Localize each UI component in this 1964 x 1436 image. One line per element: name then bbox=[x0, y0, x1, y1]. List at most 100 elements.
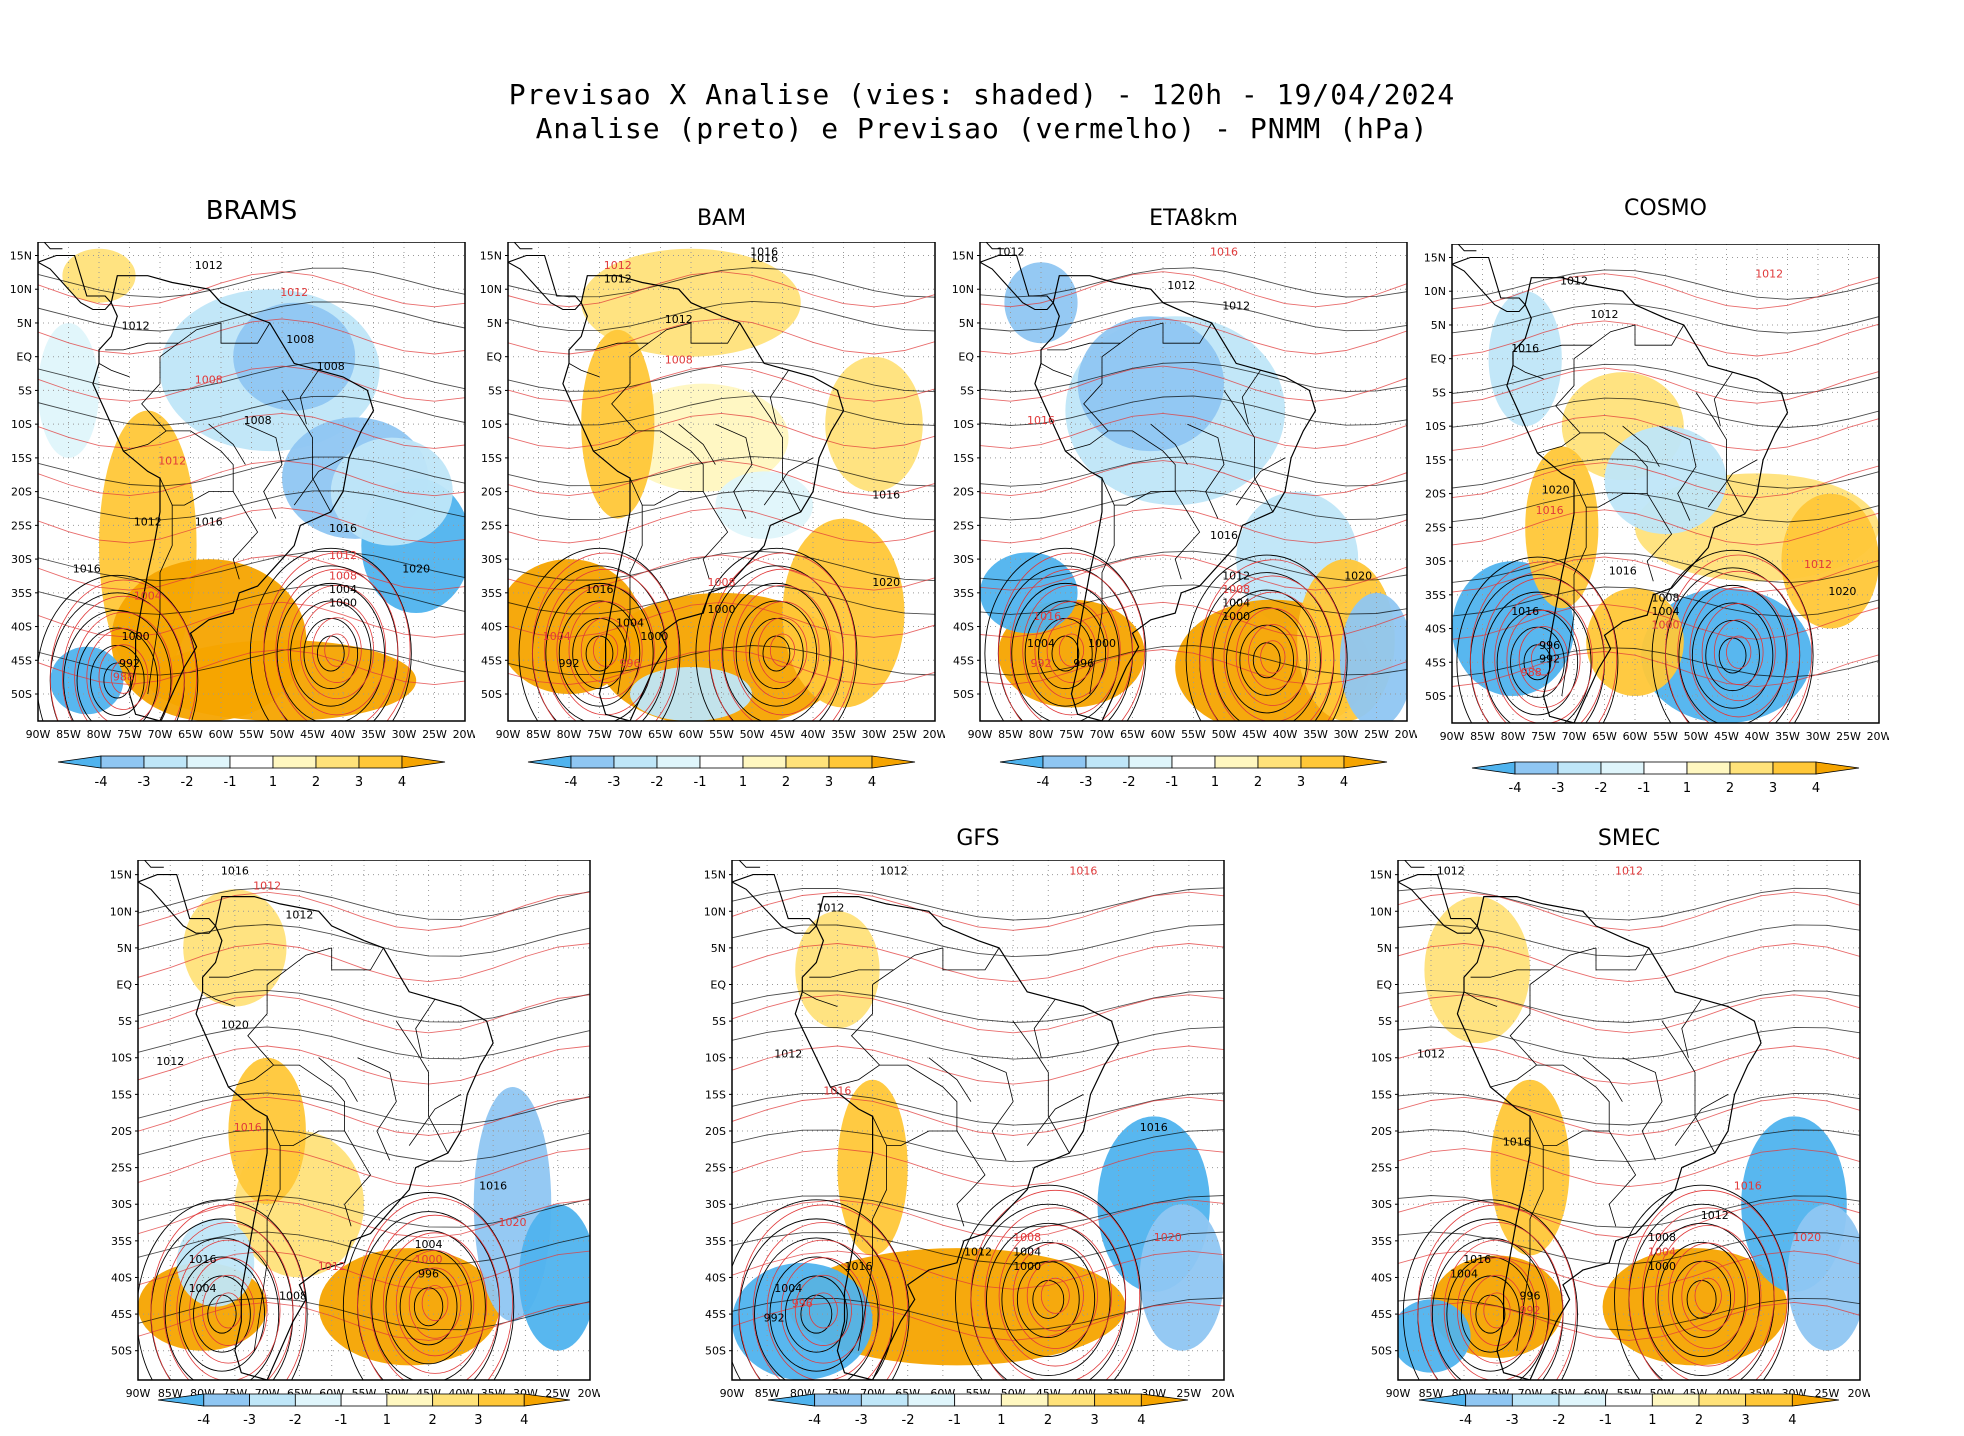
lon-tick-label: 90W bbox=[496, 728, 521, 741]
lat-tick-label: 5N bbox=[1377, 942, 1392, 955]
lon-tick-label: 40W bbox=[1273, 728, 1298, 741]
bias-shading-area bbox=[782, 518, 905, 708]
lon-tick-label: 55W bbox=[709, 728, 734, 741]
lon-tick-label: 90W bbox=[1386, 1387, 1411, 1400]
lat-tick-label: 15S bbox=[953, 452, 974, 465]
colorbar-gfs: -4 -3 -2 -1 1 2 3 4 bbox=[767, 1393, 1189, 1428]
isobar-label: 1012 bbox=[1437, 865, 1465, 878]
lat-tick-label: 15N bbox=[952, 249, 974, 262]
lon-tick-label: 75W bbox=[117, 728, 142, 741]
isobar-label: 1016 bbox=[221, 865, 249, 878]
lat-tick-label: 20S bbox=[1425, 488, 1446, 501]
lon-tick-label: 20W bbox=[923, 728, 945, 741]
isobar-label: 992 bbox=[559, 657, 580, 670]
lat-tick-label: 20S bbox=[481, 486, 502, 499]
lon-tick-label: 45W bbox=[1242, 728, 1267, 741]
isobar-label: 1016 bbox=[1503, 1136, 1531, 1149]
isobar-label: 1012 bbox=[329, 549, 357, 562]
colorbar-tick-label: -2 bbox=[1123, 775, 1136, 790]
colorbar-tick-label: 3 bbox=[474, 1413, 482, 1428]
lon-tick-label: 65W bbox=[1592, 730, 1617, 743]
coastline-south-america bbox=[794, 896, 1120, 1380]
isobar-label: 1012 bbox=[1615, 865, 1643, 878]
isobar-label: 1016 bbox=[1069, 865, 1097, 878]
lat-tick-label: 5S bbox=[960, 384, 974, 397]
lat-tick-label: 25S bbox=[1371, 1162, 1392, 1175]
lon-tick-label: 20W bbox=[1395, 728, 1417, 741]
isobar-label: 1012 bbox=[1167, 279, 1195, 292]
lat-tick-label: EQ bbox=[116, 979, 132, 992]
colorbar-tick-label: 1 bbox=[1648, 1413, 1656, 1428]
lat-tick-label: 15S bbox=[11, 452, 32, 465]
lat-tick-label: 5S bbox=[712, 1015, 726, 1028]
colorbar-tick-label: 4 bbox=[1137, 1413, 1145, 1428]
colorbar-tick-label: 3 bbox=[825, 775, 833, 790]
coastline-south-america bbox=[1456, 896, 1762, 1380]
colorbar-tick-label: -2 bbox=[902, 1413, 915, 1428]
lon-tick-label: 70W bbox=[1090, 728, 1115, 741]
coastline-south-america bbox=[1506, 277, 1789, 723]
isobar-label: 1008 bbox=[708, 576, 736, 589]
lat-tick-label: 15S bbox=[481, 452, 502, 465]
lon-tick-label: 20W bbox=[1848, 1387, 1870, 1400]
colorbar-tick-label: -4 bbox=[95, 775, 108, 790]
lat-tick-label: 15N bbox=[1370, 869, 1392, 882]
panel-title-gfs: GFS bbox=[956, 826, 1000, 851]
isobar-label: 996 bbox=[418, 1267, 439, 1280]
isobar-label: 1016 bbox=[823, 1084, 851, 1097]
isobar-label: 996 bbox=[1073, 657, 1094, 670]
lat-tick-label: 5S bbox=[488, 384, 502, 397]
lat-tick-label: 45S bbox=[1371, 1308, 1392, 1321]
isobar-label: 1012 bbox=[195, 259, 223, 272]
isobar-label: 1016 bbox=[1033, 610, 1061, 623]
lat-tick-label: 35S bbox=[481, 587, 502, 600]
colorbar-tick-label: -3 bbox=[608, 775, 621, 790]
lat-tick-label: 20S bbox=[11, 486, 32, 499]
isobar-label: 1012 bbox=[604, 259, 632, 272]
colorbar-tick-label: -4 bbox=[197, 1413, 210, 1428]
isobar-label: 1000 bbox=[1013, 1260, 1041, 1273]
lon-tick-label: 80W bbox=[87, 728, 112, 741]
colorbar-tick-label: -4 bbox=[1459, 1413, 1472, 1428]
colorbar-tick-label: -3 bbox=[855, 1413, 868, 1428]
figure-title-line-2: Analise (preto) e Previsao (vermelho) - … bbox=[535, 112, 1429, 145]
isobar-label: 1004 bbox=[415, 1238, 443, 1251]
colorbar-tick-label: 2 bbox=[1254, 775, 1262, 790]
lat-tick-label: 45S bbox=[481, 654, 502, 667]
isobar-label: 1012 bbox=[253, 879, 281, 892]
lon-tick-label: 55W bbox=[1653, 730, 1678, 743]
colorbar-tick-label: -2 bbox=[651, 775, 664, 790]
lat-tick-label: 45S bbox=[11, 654, 32, 667]
isobar-label: 1012 bbox=[880, 865, 908, 878]
lon-tick-label: 90W bbox=[968, 728, 993, 741]
isobar-label: 1020 bbox=[499, 1216, 527, 1229]
lon-tick-label: 75W bbox=[1059, 728, 1084, 741]
colorbar-tick-label: 3 bbox=[1769, 781, 1777, 796]
lat-tick-label: 10N bbox=[480, 283, 502, 296]
lat-tick-label: EQ bbox=[958, 351, 974, 364]
coastline-south-america bbox=[562, 275, 845, 721]
bias-shading-area bbox=[1781, 493, 1879, 629]
isobar-label: 1008 bbox=[329, 569, 357, 582]
lon-tick-label: 85W bbox=[1419, 1387, 1444, 1400]
isobar-label: 1004 bbox=[1013, 1245, 1041, 1258]
colorbar-tick-label: 4 bbox=[398, 775, 406, 790]
lat-tick-label: EQ bbox=[1376, 979, 1392, 992]
isobar-label: 992 bbox=[119, 657, 140, 670]
colorbar-unnamed: -4 -3 -2 -1 1 2 3 4 bbox=[157, 1393, 571, 1428]
isobar-label: 992 bbox=[1520, 1304, 1541, 1317]
colorbar-tick-label: 4 bbox=[520, 1413, 528, 1428]
lon-tick-label: 85W bbox=[998, 728, 1023, 741]
lat-tick-label: 10S bbox=[1425, 420, 1446, 433]
lat-tick-label: EQ bbox=[1430, 353, 1446, 366]
isobar-label: 1000 bbox=[1652, 619, 1680, 632]
lon-tick-label: 70W bbox=[148, 728, 173, 741]
lat-tick-label: 15S bbox=[1425, 454, 1446, 467]
lat-tick-label: 20S bbox=[1371, 1125, 1392, 1138]
map-bam: 1016101210121012100810161016100810001004… bbox=[480, 242, 945, 741]
lat-tick-label: 45S bbox=[953, 654, 974, 667]
isobar-label: 1000 bbox=[640, 630, 668, 643]
lon-tick-label: 25W bbox=[1815, 1387, 1840, 1400]
isobar-label: 1016 bbox=[195, 515, 223, 528]
lon-tick-label: 40W bbox=[801, 728, 826, 741]
